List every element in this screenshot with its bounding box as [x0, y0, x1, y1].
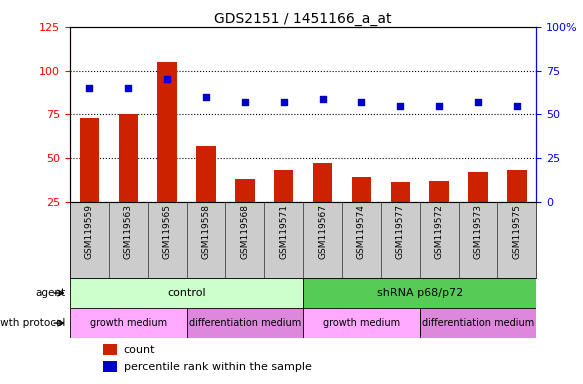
Bar [103, 361, 117, 372]
Point [85, 85, 94, 91]
Text: GSM119577: GSM119577 [396, 204, 405, 259]
Bar [80, 118, 99, 202]
Text: GSM119571: GSM119571 [279, 204, 288, 259]
Point [357, 99, 366, 105]
Text: agent: agent [35, 288, 65, 298]
Text: GSM119572: GSM119572 [435, 204, 444, 259]
Text: growth medium: growth medium [90, 318, 167, 328]
Bar [352, 177, 371, 202]
Point [240, 99, 250, 105]
Point [318, 96, 327, 102]
Bar [313, 163, 332, 202]
Point [163, 76, 172, 82]
Bar [70, 308, 187, 338]
Text: differentiation medium: differentiation medium [422, 318, 534, 328]
Point [396, 103, 405, 109]
Point [124, 85, 133, 91]
Bar [303, 308, 420, 338]
Bar [391, 182, 410, 202]
Text: shRNA p68/p72: shRNA p68/p72 [377, 288, 463, 298]
Bar [468, 172, 488, 202]
Text: growth protocol: growth protocol [0, 318, 65, 328]
Text: GSM119563: GSM119563 [124, 204, 133, 259]
Bar [420, 308, 536, 338]
Bar [70, 278, 303, 308]
Text: differentiation medium: differentiation medium [189, 318, 301, 328]
Bar [157, 62, 177, 202]
Bar [507, 170, 526, 202]
Point [201, 94, 210, 100]
Point [473, 99, 483, 105]
Text: GSM119558: GSM119558 [202, 204, 210, 259]
Bar [118, 114, 138, 202]
Text: GSM119565: GSM119565 [163, 204, 171, 259]
Text: GSM119559: GSM119559 [85, 204, 94, 259]
Text: GSM119568: GSM119568 [240, 204, 250, 259]
Bar [187, 308, 303, 338]
Bar [103, 344, 117, 355]
Bar [196, 146, 216, 202]
Text: GSM119575: GSM119575 [512, 204, 521, 259]
Point [279, 99, 289, 105]
Text: GSM119567: GSM119567 [318, 204, 327, 259]
Text: GSM119573: GSM119573 [473, 204, 483, 259]
Bar [235, 179, 255, 202]
Text: growth medium: growth medium [323, 318, 400, 328]
Text: percentile rank within the sample: percentile rank within the sample [124, 362, 311, 372]
Bar [303, 278, 536, 308]
Point [434, 103, 444, 109]
Text: GSM119574: GSM119574 [357, 204, 366, 259]
Text: count: count [124, 344, 155, 354]
Text: control: control [167, 288, 206, 298]
Title: GDS2151 / 1451166_a_at: GDS2151 / 1451166_a_at [215, 12, 392, 26]
Bar [430, 180, 449, 202]
Point [512, 103, 522, 109]
Bar [274, 170, 293, 202]
